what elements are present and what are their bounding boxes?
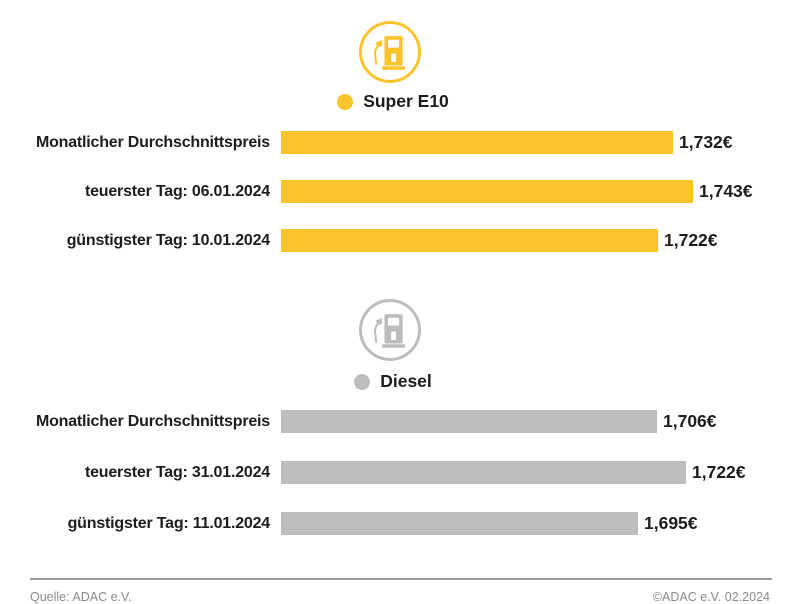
fuel-pump-icon [359, 299, 421, 361]
fuel-pump-icon [359, 21, 421, 83]
bar-label: günstigster Tag: 11.01.2024 [67, 514, 271, 532]
copyright-note: ©ADAC e.V. 02.2024 [652, 590, 770, 604]
price-value: 1,722€ [664, 230, 718, 250]
price-bar [281, 229, 658, 252]
bar-row: teuerster Tag: 06.01.2024 1,743€ [0, 180, 753, 203]
price-value: 1,706€ [663, 411, 717, 431]
fuel-pump-glyph [373, 36, 406, 70]
bar-label: Monatlicher Durchschnittspreis [35, 412, 270, 430]
source-note: Quelle: ADAC e.V. [30, 590, 132, 604]
price-value: 1,743€ [699, 181, 753, 201]
price-bar [281, 512, 638, 535]
bar-label: günstigster Tag: 10.01.2024 [66, 231, 270, 249]
price-value: 1,732€ [679, 132, 733, 152]
legend-diesel: Diesel [0, 371, 786, 392]
bar-row: teuerster Tag: 31.01.2024 1,722€ [0, 461, 746, 484]
price-bar [281, 461, 686, 484]
bar-label: teuerster Tag: 31.01.2024 [84, 463, 270, 481]
bar-label: teuerster Tag: 06.01.2024 [84, 182, 270, 200]
legend-super-e10: Super E10 [0, 91, 786, 112]
legend-dot [354, 373, 371, 390]
price-bar [281, 180, 693, 203]
legend-label: Diesel [380, 371, 432, 391]
legend-label: Super E10 [363, 91, 449, 111]
price-bar [281, 410, 657, 433]
bar-row: Monatlicher Durchschnittspreis 1,732€ [0, 131, 733, 154]
legend-dot [337, 93, 354, 110]
bar-row: günstigster Tag: 10.01.2024 1,722€ [0, 229, 718, 252]
fuel-pump-glyph [373, 314, 406, 348]
price-bar [281, 131, 673, 154]
bar-label: Monatlicher Durchschnittspreis [35, 133, 270, 151]
price-value: 1,695€ [644, 513, 698, 533]
bar-row: günstigster Tag: 11.01.2024 1,695€ [0, 512, 698, 535]
price-value: 1,722€ [692, 462, 746, 482]
bar-row: Monatlicher Durchschnittspreis 1,706€ [0, 410, 717, 433]
divider-line [30, 578, 772, 580]
